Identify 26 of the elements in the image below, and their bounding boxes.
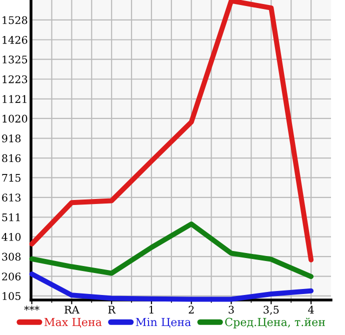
y-tick-label: 613 <box>2 194 20 202</box>
y-tick-label: 1020 <box>2 114 28 123</box>
legend-label: Min Цена <box>136 318 191 328</box>
y-tick-label: 308 <box>2 252 21 261</box>
legend-label: Сред.Цена, т.йен <box>225 318 325 328</box>
y-tick-label: 410 <box>2 233 21 241</box>
y-tick-label: 1528 <box>2 16 28 24</box>
x-tick-label: *** <box>24 306 40 310</box>
x-tick-label: 4 <box>308 306 314 314</box>
y-tick-label: 1223 <box>2 75 28 84</box>
x-tick-label: RA <box>64 306 80 314</box>
y-tick-label: 816 <box>2 154 21 162</box>
y-tick-label: 206 <box>2 272 21 280</box>
x-tick-label: 2 <box>188 306 194 314</box>
y-tick-label: 1121 <box>2 95 26 103</box>
x-tick-label: 1 <box>149 306 154 314</box>
y-tick-label: 715 <box>2 174 20 182</box>
y-tick-label: 1325 <box>2 56 28 64</box>
y-tick-label: 511 <box>2 213 20 222</box>
x-tick-label: 3,5 <box>264 306 279 315</box>
x-tick-label: R <box>108 306 116 314</box>
y-tick-label: 105 <box>2 292 20 300</box>
y-tick-label: 1426 <box>2 36 28 44</box>
legend-label: Max Цена <box>44 318 102 328</box>
y-tick-label: 918 <box>2 134 21 142</box>
x-tick-label: 3 <box>228 306 234 314</box>
